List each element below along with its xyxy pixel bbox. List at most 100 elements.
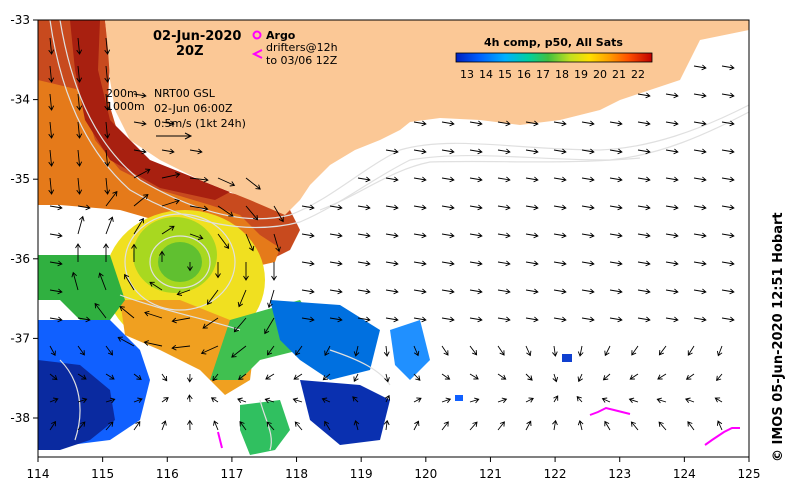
y-tick-label: -38 [10, 411, 30, 425]
current-vector-arrow [553, 316, 567, 323]
current-vector-arrow [49, 260, 63, 267]
current-vector-arrow [581, 288, 595, 295]
current-vector-arrow [553, 120, 567, 127]
current-vector-arrow [693, 176, 707, 183]
current-vector-arrow [577, 345, 584, 357]
current-vector-arrow [577, 373, 583, 383]
current-vector-arrow [48, 149, 55, 167]
sst-dark-blue [38, 360, 115, 450]
current-vector-arrow [144, 310, 163, 319]
current-vector-arrow [581, 232, 595, 239]
current-vector-arrow [469, 148, 483, 155]
current-vector-arrow [525, 260, 539, 267]
current-vector-arrow [103, 243, 109, 262]
x-tick-label: 123 [608, 467, 631, 481]
current-vector-arrow [441, 373, 451, 380]
vector-scale-label: 0.5m/s (1kt 24h) [154, 117, 246, 130]
vector-scale-arrow-icon [156, 132, 193, 140]
current-vector-arrow [133, 120, 147, 127]
current-vector-arrow [497, 288, 511, 295]
drifters-label-line1: drifters@12h [266, 41, 338, 54]
current-vector-arrow [324, 345, 331, 357]
current-vector-arrow [693, 64, 707, 71]
current-vector-arrow [469, 373, 479, 380]
current-vector-arrow [628, 397, 639, 404]
current-vector-arrow [581, 148, 595, 155]
current-vector-arrow [665, 316, 679, 323]
current-vector-arrow [76, 37, 83, 55]
current-vector-arrow [77, 421, 86, 431]
current-vector-arrow [266, 421, 275, 431]
drifters-label-line2: to 03/06 12Z [266, 54, 338, 67]
isobath-1000-label: 1000m [106, 100, 145, 113]
colorbar-tick-label: 20 [593, 68, 607, 81]
current-vector-arrow [441, 176, 455, 183]
isobath-contours [49, 20, 749, 451]
current-vector-arrow [525, 316, 539, 323]
current-vector-arrow [656, 397, 667, 404]
colorbar-tick-label: 14 [479, 68, 493, 81]
current-vector-arrow [413, 260, 427, 267]
current-vector-arrow [525, 345, 532, 357]
current-vector-arrow [71, 271, 79, 291]
current-vector-arrow [176, 289, 191, 296]
current-vector-arrow [637, 92, 651, 99]
current-vector-arrow [264, 397, 275, 404]
current-vector-arrow [357, 316, 371, 323]
current-vector-arrow [469, 232, 483, 239]
x-tick-label: 117 [220, 467, 243, 481]
current-vector-arrow [238, 373, 247, 380]
current-vector-arrow [105, 397, 116, 404]
current-vector-arrow [133, 397, 143, 403]
current-vector-arrow [187, 262, 193, 272]
current-vector-arrow [159, 250, 165, 262]
x-tick-label: 124 [673, 467, 696, 481]
y-tick-label: -35 [10, 172, 30, 186]
current-vector-arrow [189, 205, 209, 212]
current-vector-arrow [77, 373, 87, 380]
current-vector-arrow [721, 260, 735, 267]
current-vector-arrow [441, 260, 455, 267]
current-vector-arrow [714, 397, 723, 403]
current-vector-arrow [171, 317, 191, 324]
current-vector-arrow [441, 204, 455, 211]
current-vector-arrow [357, 288, 371, 295]
current-vector-arrow [105, 421, 114, 431]
current-vector-arrow [77, 345, 85, 356]
current-vector-arrow [385, 204, 399, 211]
current-vector-arrow [581, 120, 595, 127]
current-vector-arrow [637, 260, 651, 267]
current-vector-arrow [721, 176, 735, 183]
current-vector-arrow [716, 345, 723, 357]
current-vector-arrow [357, 176, 371, 183]
current-vector-arrow [413, 420, 420, 431]
current-vector-arrow [581, 204, 595, 211]
current-vector-arrow [687, 421, 695, 431]
y-tick-label: -33 [10, 13, 30, 27]
current-vector-arrow [693, 148, 707, 155]
sst-warm-region [38, 20, 300, 265]
current-vector-arrow [525, 232, 539, 239]
current-vector-arrow [77, 316, 91, 323]
current-vector-arrow [77, 204, 91, 211]
current-vector-arrow [161, 225, 175, 235]
current-vector-arrow [295, 345, 303, 356]
current-vector-arrow [609, 176, 623, 183]
current-vector-arrow [721, 204, 735, 211]
current-vector-arrow [385, 232, 399, 239]
current-vector-arrow [133, 194, 149, 207]
current-vector-arrow [329, 260, 343, 267]
current-vector-arrow [212, 373, 219, 382]
current-vector-arrow [385, 176, 399, 183]
sst-blue-right [390, 320, 430, 380]
current-vector-arrow [245, 205, 259, 221]
current-vector-arrow [104, 177, 111, 195]
current-vector-arrow [189, 233, 204, 240]
current-vector-arrow [265, 373, 275, 380]
drifter-marker-icon [251, 49, 263, 59]
current-vector-arrow [553, 232, 567, 239]
credit-text: © IMOS 05-Jun-2020 12:51 Hobart [771, 212, 786, 462]
current-vector-arrow [271, 262, 277, 281]
x-tick-label: 122 [544, 467, 567, 481]
